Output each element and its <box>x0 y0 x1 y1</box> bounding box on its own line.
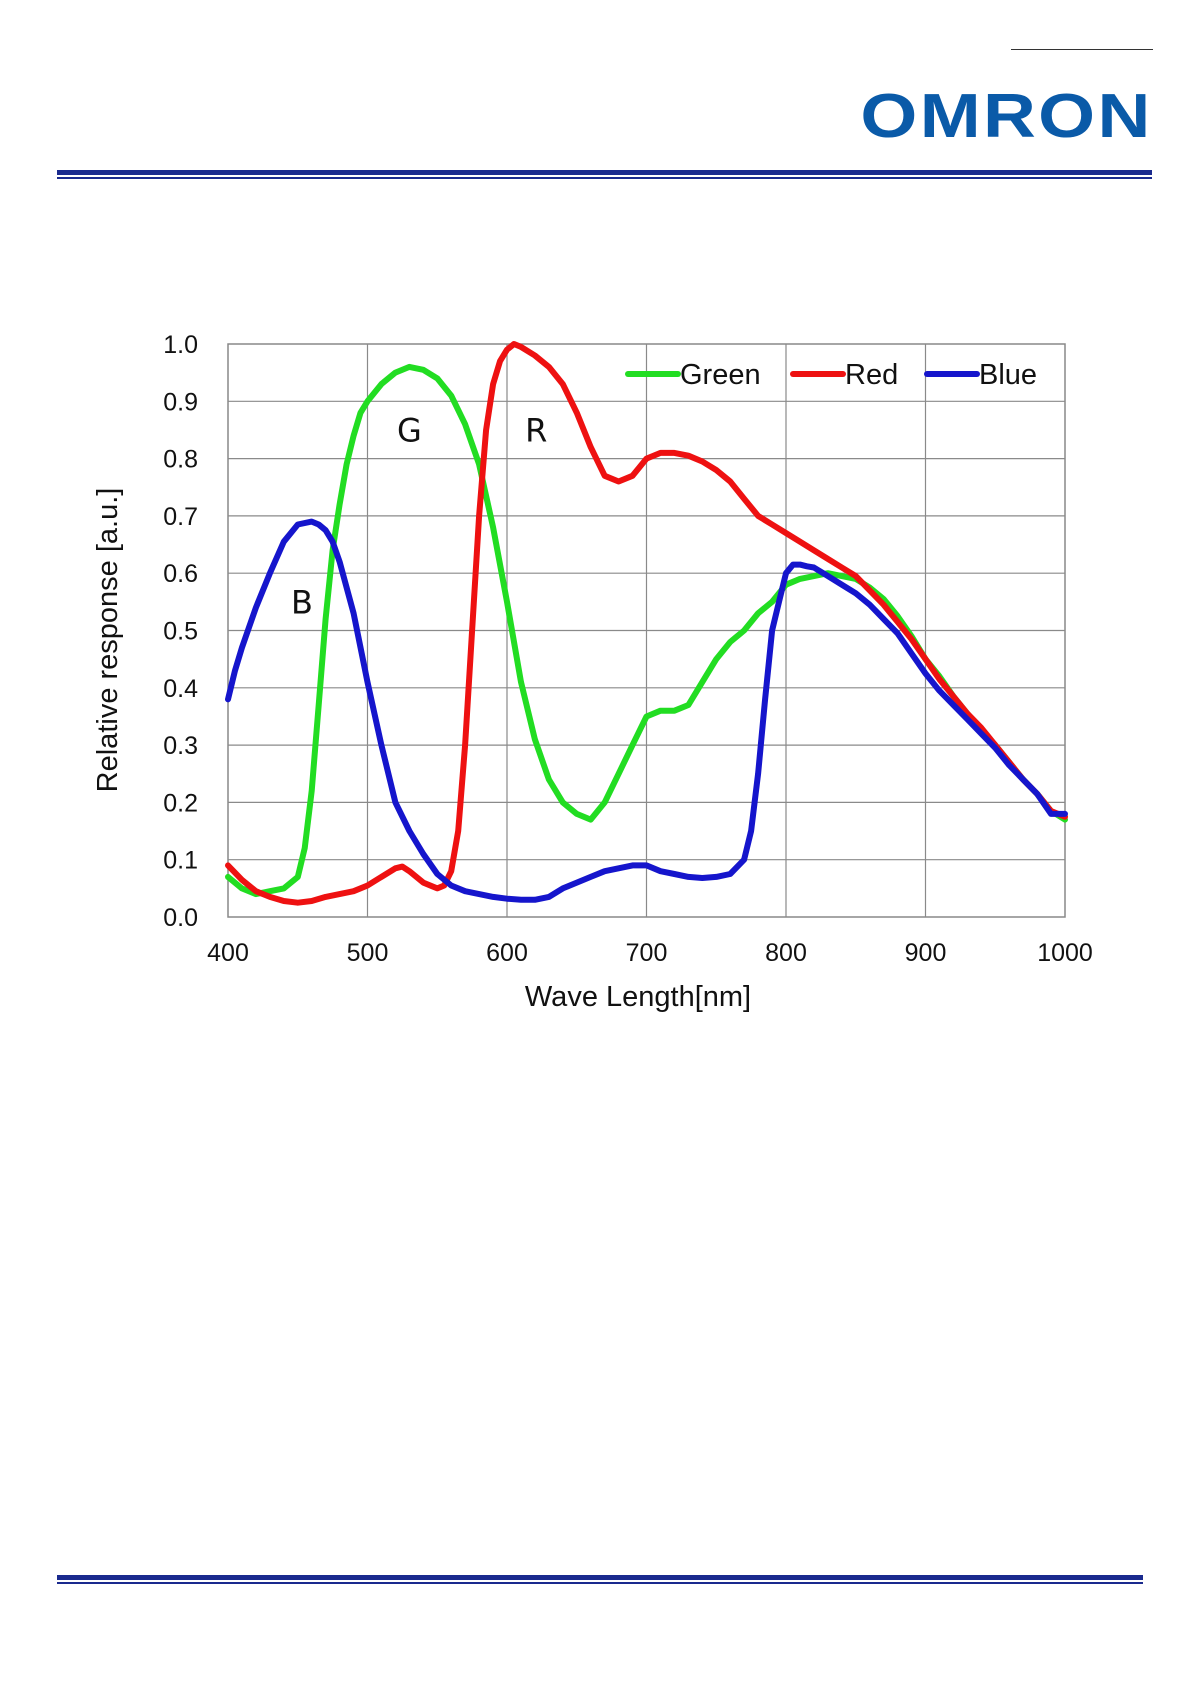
legend-label-green: Green <box>680 359 761 391</box>
y-tick-labels: 0.0 0.1 0.2 0.3 0.4 0.5 0.6 0.7 0.8 0.9 1.0 <box>163 331 198 932</box>
y-tick-label: 0.5 <box>163 618 198 646</box>
y-tick-label: 0.7 <box>163 503 198 531</box>
x-tick-label: 1000 <box>1037 939 1093 967</box>
legend-label-blue: Blue <box>979 359 1037 391</box>
y-axis-title: Relative response [a.u.] <box>92 488 124 793</box>
x-tick-label: 600 <box>486 939 528 967</box>
y-tick-label: 0.9 <box>163 388 198 416</box>
footer-band <box>57 1575 1143 1584</box>
omron-logo: OMRON <box>860 82 1153 151</box>
legend-label-red: Red <box>845 359 898 391</box>
x-tick-label: 700 <box>626 939 668 967</box>
y-tick-label: 0.6 <box>163 560 198 588</box>
legend: Green Red Blue <box>625 359 1037 391</box>
y-tick-label: 0.8 <box>163 446 198 474</box>
spectral-response-chart: 0.0 0.1 0.2 0.3 0.4 0.5 0.6 0.7 0.8 0.9 1.0 400 500… <box>92 331 1093 1013</box>
annotation-b: B <box>291 583 313 621</box>
x-axis-title: Wave Length[nm] <box>525 981 751 1013</box>
x-tick-label: 900 <box>905 939 947 967</box>
series-lines <box>225 341 1068 906</box>
top-rule <box>1011 49 1153 50</box>
x-tick-label: 800 <box>765 939 807 967</box>
y-tick-label: 0.4 <box>163 675 198 703</box>
header-band <box>57 170 1152 179</box>
x-tick-labels: 400 500 600 700 800 900 1000 <box>207 939 1093 967</box>
annotation-r: R <box>525 411 547 449</box>
series-line-blue <box>225 518 1068 903</box>
y-tick-label: 0.1 <box>163 847 198 875</box>
y-tick-label: 1.0 <box>163 331 198 359</box>
x-tick-label: 400 <box>207 939 249 967</box>
y-tick-label: 0.3 <box>163 732 198 760</box>
x-tick-label: 500 <box>347 939 389 967</box>
curve-annotations: B G R <box>291 411 547 621</box>
y-tick-label: 0.2 <box>163 789 198 817</box>
annotation-g: G <box>397 411 422 449</box>
series-line-red <box>225 341 1068 906</box>
y-tick-label: 0.0 <box>163 904 198 932</box>
